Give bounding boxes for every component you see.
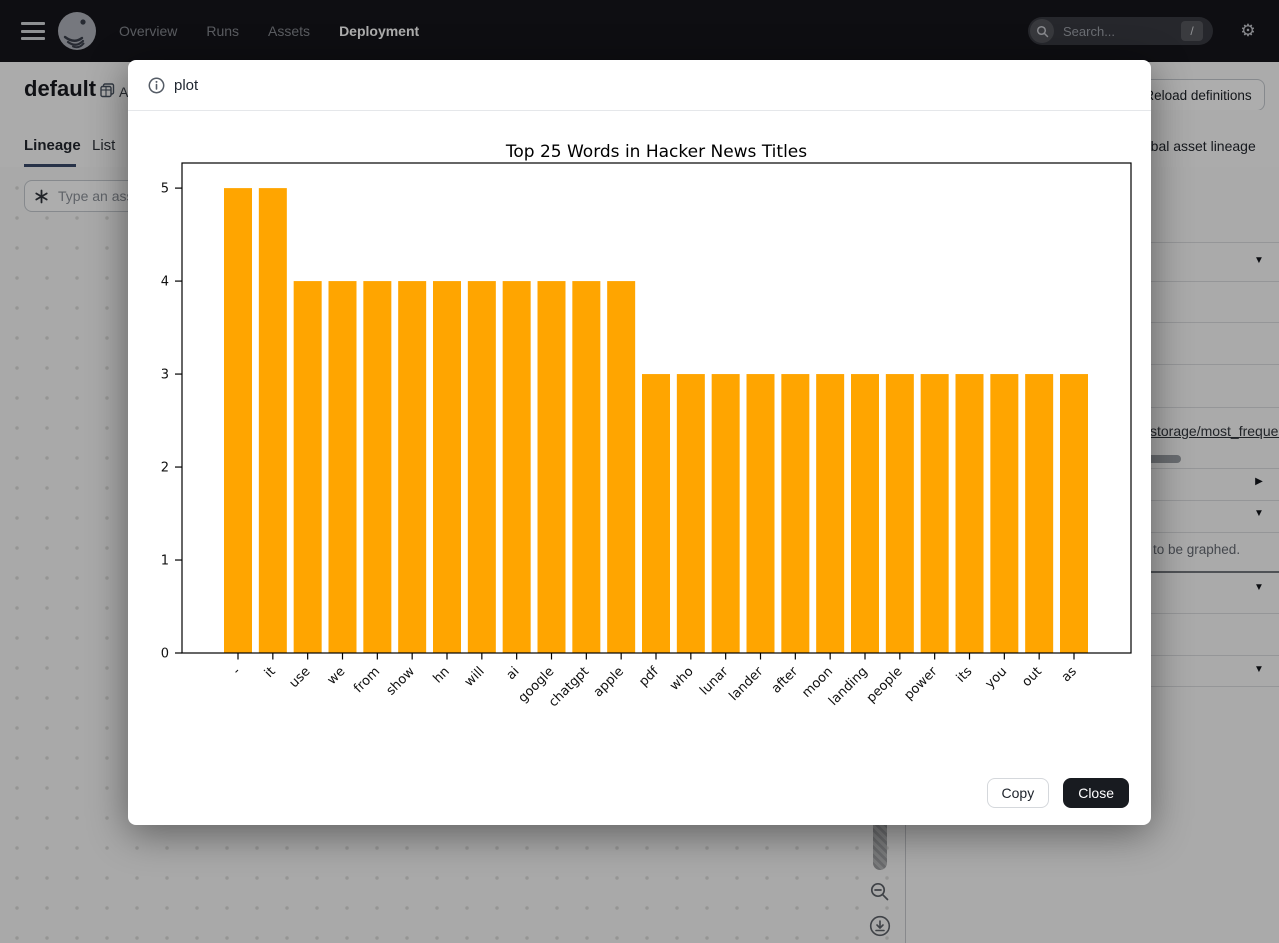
info-icon — [148, 77, 165, 94]
asset-description-text: to be graphed. — [1153, 542, 1241, 557]
nav-item-runs[interactable]: Runs — [206, 23, 240, 39]
dialog-title: plot — [174, 76, 199, 94]
active-tab-underline — [24, 164, 76, 167]
svg-text:0: 0 — [161, 647, 169, 662]
code-location-label[interactable]: A — [119, 84, 129, 100]
dagster-logo-icon[interactable] — [57, 11, 97, 51]
download-icon[interactable] — [868, 914, 892, 938]
svg-text:use: use — [287, 664, 314, 691]
svg-text:ai: ai — [504, 664, 523, 683]
settings-gear-icon[interactable]: ⚙ — [1240, 21, 1256, 40]
plot-dialog: plot 0 1 2 3 4 5- it use we from show hn will ai googl… — [128, 60, 1151, 825]
svg-text:1: 1 — [161, 554, 169, 569]
section-expand-chevron[interactable]: ▶ — [1255, 476, 1263, 487]
svg-text:as: as — [1059, 664, 1080, 685]
top-nav: Overview Runs Assets Deployment Search..… — [0, 0, 1279, 62]
section-collapse-chevron[interactable]: ▼ — [1254, 664, 1264, 675]
nav-menu: Overview Runs Assets Deployment — [119, 0, 419, 62]
section-collapse-chevron[interactable]: ▼ — [1254, 508, 1264, 519]
svg-text:pdf: pdf — [636, 664, 662, 690]
nav-item-deployment[interactable]: Deployment — [339, 23, 420, 39]
reload-definitions-button[interactable]: Reload definitions — [1131, 79, 1265, 111]
svg-text:you: you — [983, 664, 1010, 691]
svg-text:its: its — [954, 664, 976, 686]
svg-text:power: power — [901, 664, 940, 703]
svg-text:will: will — [462, 664, 488, 690]
search-icon — [1030, 19, 1054, 43]
svg-text:2: 2 — [161, 461, 169, 476]
nav-item-assets[interactable]: Assets — [268, 23, 311, 39]
svg-text:lander: lander — [726, 664, 766, 704]
tab-list[interactable]: List — [92, 137, 116, 154]
svg-text:4: 4 — [161, 275, 169, 290]
page-title: default — [24, 76, 97, 101]
menu-icon[interactable] — [21, 22, 45, 40]
svg-text:people: people — [864, 664, 906, 706]
svg-text:out: out — [1019, 664, 1045, 690]
section-collapse-chevron[interactable]: ▼ — [1254, 582, 1264, 593]
svg-text:5: 5 — [161, 182, 169, 197]
code-location-icon — [100, 83, 115, 103]
asset-icon — [34, 189, 49, 204]
tab-lineage[interactable]: Lineage — [24, 137, 81, 154]
search-shortcut-badge: / — [1181, 21, 1203, 41]
svg-text:show: show — [384, 664, 419, 699]
global-search[interactable]: Search... / — [1028, 17, 1213, 45]
dialog-footer: Copy Close — [986, 778, 1129, 808]
svg-text:from: from — [351, 664, 383, 696]
copy-button[interactable]: Copy — [986, 778, 1050, 808]
horizontal-scrollbar[interactable] — [1143, 455, 1181, 463]
nav-item-overview[interactable]: Overview — [119, 23, 178, 39]
svg-text:who: who — [667, 664, 697, 694]
svg-text:hn: hn — [431, 664, 453, 686]
svg-text:after: after — [769, 664, 802, 697]
zoom-out-icon[interactable] — [869, 881, 891, 903]
svg-text:we: we — [325, 664, 349, 688]
dialog-header: plot — [128, 60, 1151, 111]
svg-text:-: - — [230, 664, 244, 678]
close-button[interactable]: Close — [1063, 778, 1129, 808]
search-placeholder: Search... — [1063, 23, 1116, 39]
section-collapse-chevron[interactable]: ▼ — [1254, 255, 1264, 266]
svg-text:3: 3 — [161, 368, 169, 383]
svg-text:landing: landing — [826, 664, 871, 709]
svg-text:it: it — [262, 664, 279, 681]
svg-text:Top 25 Words in Hacker News Ti: Top 25 Words in Hacker News Titles — [505, 142, 807, 162]
metadata-path-link[interactable]: storage/most_frequent_words — [1150, 423, 1279, 439]
svg-text:apple: apple — [591, 664, 627, 700]
